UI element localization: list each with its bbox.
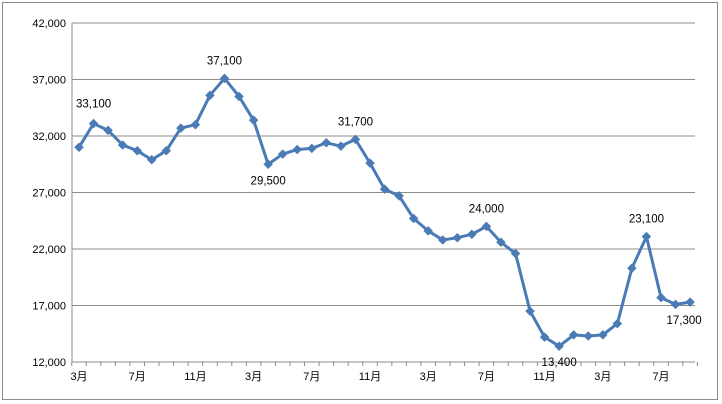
data-point [321, 137, 332, 148]
data-label: 31,700 [338, 116, 373, 128]
data-label: 37,100 [207, 55, 242, 67]
data-point [539, 332, 550, 342]
data-point [437, 235, 448, 245]
y-tick-label: 42,000 [32, 18, 66, 30]
data-point [306, 143, 317, 154]
data-point [670, 299, 681, 310]
data-point [292, 144, 303, 155]
data-point [205, 90, 215, 101]
data-point [394, 191, 404, 201]
data-point [379, 184, 390, 194]
data-point [466, 229, 477, 240]
y-tick-label: 12,000 [32, 357, 66, 369]
data-point [481, 221, 492, 232]
data-point [641, 231, 652, 242]
data-point [190, 119, 201, 130]
data-point [161, 145, 172, 156]
y-tick-label: 32,000 [32, 131, 66, 143]
x-tick-label: 3月 [594, 371, 611, 383]
x-tick-label: 11月 [184, 371, 206, 383]
y-tick-label: 27,000 [32, 188, 66, 200]
data-point [408, 213, 419, 224]
data-point [423, 226, 434, 236]
data-point [510, 248, 521, 259]
data-point [452, 232, 463, 243]
data-point [496, 237, 506, 248]
data-point [350, 134, 361, 145]
data-point [525, 306, 535, 317]
x-tick-label: 11月 [359, 371, 381, 383]
data-point [74, 142, 84, 153]
x-tick-label: 7月 [129, 371, 146, 383]
data-point [103, 125, 113, 136]
x-tick-label: 7月 [303, 371, 320, 383]
data-point [597, 330, 608, 340]
data-point [277, 149, 288, 159]
data-point [656, 292, 666, 303]
data-point [568, 330, 579, 340]
data-point [234, 91, 244, 102]
x-tick-label: 7月 [478, 371, 495, 383]
x-tick-label: 11月 [533, 371, 555, 383]
data-point [685, 297, 695, 307]
x-tick-label: 3月 [420, 371, 437, 383]
data-point [88, 118, 99, 129]
data-point [612, 318, 623, 329]
data-label: 33,100 [76, 99, 111, 111]
data-label: 24,000 [469, 203, 504, 215]
y-tick-label: 37,000 [32, 75, 66, 87]
series-line [77, 76, 691, 348]
y-tick-label: 22,000 [32, 244, 66, 256]
data-label: 23,100 [629, 214, 664, 226]
data-point [117, 140, 128, 150]
data-point [627, 263, 637, 274]
data-label: 17,300 [667, 315, 702, 327]
data-point [263, 159, 274, 170]
x-tick-label: 7月 [652, 371, 669, 383]
data-point [175, 123, 186, 133]
data-point [132, 145, 143, 156]
data-point [248, 115, 259, 126]
data-point [219, 73, 230, 84]
data-point [336, 141, 346, 152]
data-point [365, 158, 375, 168]
y-tick-label: 17,000 [32, 301, 66, 313]
data-point [146, 154, 157, 165]
data-label: 29,500 [251, 175, 286, 187]
data-point [583, 331, 594, 341]
data-point [554, 341, 565, 352]
data-label: 13,400 [542, 357, 577, 369]
x-tick-label: 3月 [70, 371, 87, 383]
x-tick-label: 3月 [245, 371, 262, 383]
chart-frame [2, 2, 718, 400]
